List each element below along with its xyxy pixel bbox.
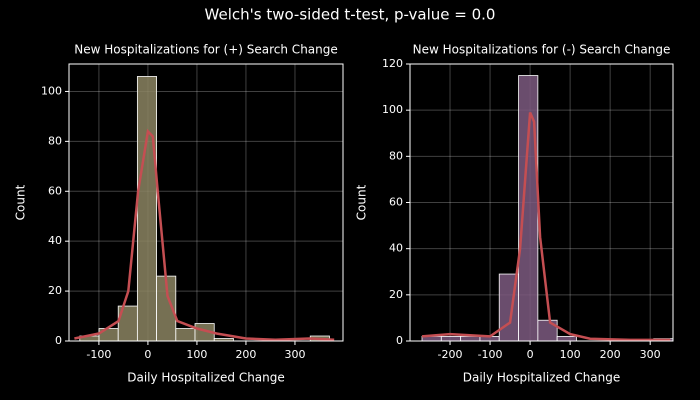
y-tick-label: 120 <box>382 57 403 70</box>
x-tick-label: 200 <box>235 348 256 361</box>
plot-frame <box>409 63 674 342</box>
kde-line <box>74 128 335 342</box>
x-tick-label: 300 <box>640 348 661 361</box>
x-tick-label: 100 <box>560 348 581 361</box>
y-axis-label: Count <box>355 184 369 220</box>
y-tick-label: 100 <box>41 84 62 97</box>
bar <box>537 319 558 342</box>
y-tick-label: 40 <box>48 234 62 247</box>
x-tick-label: 100 <box>186 348 207 361</box>
x-tick-label: 300 <box>284 348 305 361</box>
x-tick-label: -100 <box>478 348 503 361</box>
x-tick-label: -200 <box>438 348 463 361</box>
y-tick-label: 20 <box>389 288 403 301</box>
x-tick-label: -100 <box>86 348 111 361</box>
chart-title: New Hospitalizations for (-) Search Chan… <box>413 43 671 57</box>
bar <box>440 335 462 342</box>
bar <box>460 335 481 342</box>
x-tick-label: 0 <box>144 348 151 361</box>
kde-line <box>421 111 671 342</box>
y-tick-label: 0 <box>55 334 62 347</box>
y-tick-label: 60 <box>48 184 62 197</box>
bar <box>175 328 196 342</box>
figure-title: Welch's two-sided t-test, p-value = 0.0 <box>205 6 496 24</box>
bar <box>556 335 577 342</box>
x-axis-label: Daily Hospitalized Change <box>463 371 621 385</box>
y-tick-label: 0 <box>396 334 403 347</box>
x-axis-label: Daily Hospitalized Change <box>127 371 285 385</box>
y-tick-label: 80 <box>48 134 62 147</box>
y-tick-label: 40 <box>389 242 403 255</box>
y-tick-label: 100 <box>382 103 403 116</box>
y-tick-label: 60 <box>389 196 403 209</box>
bar <box>136 76 157 342</box>
x-tick-label: 200 <box>600 348 621 361</box>
bar <box>518 75 539 342</box>
y-tick-label: 20 <box>48 284 62 297</box>
x-tick-label: 0 <box>527 348 534 361</box>
chart-title: New Hospitalizations for (+) Search Chan… <box>74 43 338 57</box>
y-tick-label: 80 <box>389 149 403 162</box>
plot-frame <box>68 63 344 342</box>
y-axis-label: Count <box>14 184 28 220</box>
